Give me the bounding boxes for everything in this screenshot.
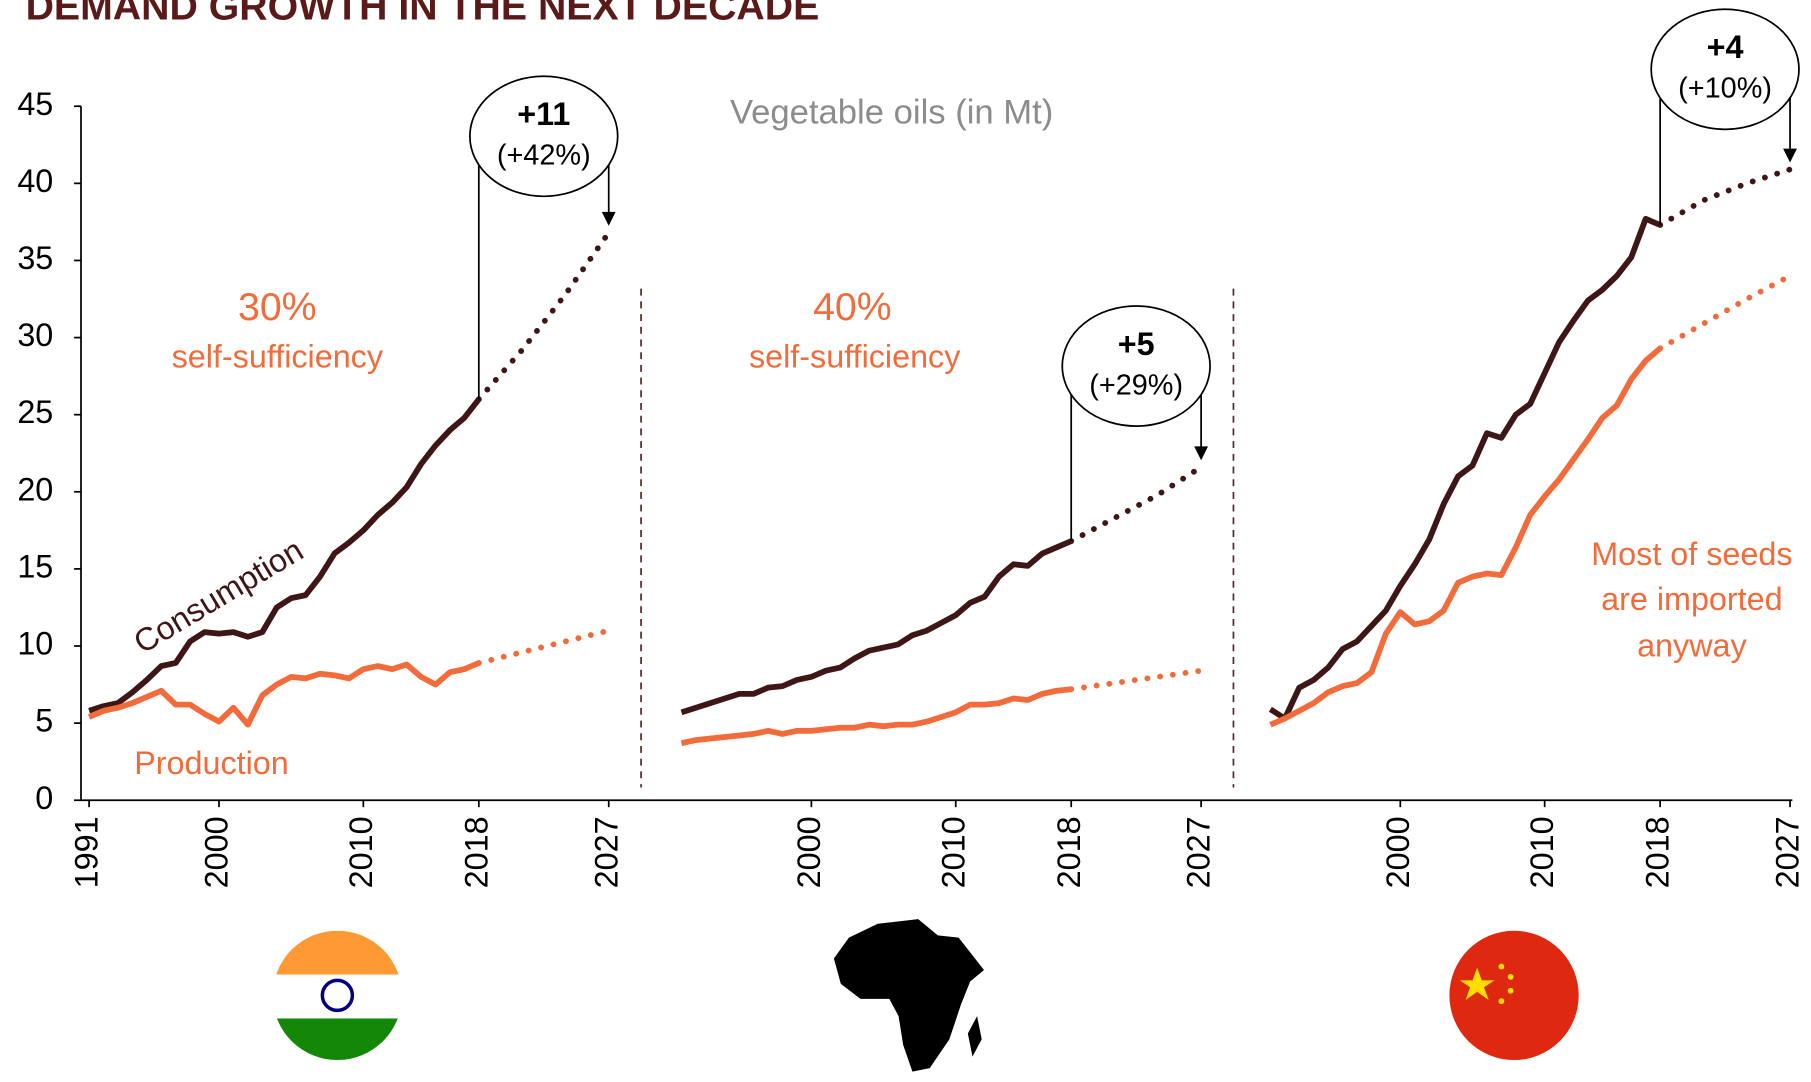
callout-bubble — [1650, 8, 1800, 131]
x-tick-label: 2010 — [343, 816, 379, 888]
series-line — [1268, 215, 1662, 722]
x-tick-label: 2010 — [935, 816, 971, 888]
china-flag — [1449, 930, 1579, 1061]
series-line — [1269, 346, 1663, 728]
series-line — [475, 229, 612, 403]
x-tick-label: 2018 — [1640, 816, 1676, 888]
series-line — [88, 397, 482, 714]
annotation: self-sufficiency — [749, 339, 961, 375]
series-label: Consumption — [127, 532, 309, 661]
callout-percent: (+42%) — [497, 140, 591, 172]
africa-map — [833, 919, 985, 1072]
arrow-head — [601, 211, 616, 226]
x-tick-label: 2000 — [1380, 816, 1416, 888]
y-tick-label: 20 — [17, 471, 53, 507]
callout-percent: (+29%) — [1089, 369, 1183, 401]
y-tick-label: 5 — [35, 703, 53, 739]
y-tick-label: 35 — [17, 240, 53, 276]
x-tick-label: 2027 — [588, 816, 624, 888]
series-line — [1657, 166, 1793, 228]
series-line — [1068, 667, 1205, 693]
annotation: self-sufficiency — [172, 339, 384, 375]
series-line — [680, 686, 1072, 747]
series-line — [680, 538, 1073, 716]
y-tick-label: 45 — [17, 86, 53, 122]
series-line — [1068, 464, 1205, 545]
x-tick-label: 2000 — [199, 816, 235, 888]
x-tick-label: 1991 — [69, 816, 105, 888]
y-tick-label: 15 — [17, 548, 53, 584]
arrow-head — [1783, 148, 1797, 163]
arrow-head — [1194, 446, 1209, 461]
series-label: Production — [134, 745, 289, 781]
callout-bubble — [469, 75, 619, 198]
x-tick-label: 2027 — [1181, 816, 1217, 888]
callout-percent: (+10%) — [1678, 73, 1772, 105]
annotation: Most of seeds — [1591, 536, 1792, 572]
annotation: 40% — [813, 285, 892, 329]
x-tick-label: 2027 — [1770, 816, 1806, 888]
y-tick-label: 25 — [17, 394, 53, 430]
subtitle: Vegetable oils (in Mt) — [730, 93, 1053, 131]
india-flag — [272, 930, 403, 1061]
callout-change: +11 — [517, 96, 570, 132]
x-tick-label: 2010 — [1524, 816, 1560, 888]
annotation: anyway — [1637, 627, 1747, 663]
annotation: 30% — [238, 285, 317, 329]
callout-change: +5 — [1118, 326, 1155, 362]
y-tick-label: 30 — [17, 317, 53, 353]
series-line — [475, 627, 612, 666]
y-tick-label: 0 — [35, 780, 53, 816]
chart-title: DEMAND GROWTH IN THE NEXT DECADE — [26, 0, 820, 29]
x-tick-label: 2000 — [791, 816, 827, 888]
callout-bubble — [1061, 305, 1211, 427]
x-tick-label: 2018 — [1051, 816, 1087, 888]
x-tick-label: 2018 — [458, 816, 494, 888]
y-tick-label: 40 — [17, 163, 53, 199]
y-tick-label: 10 — [17, 626, 53, 662]
series-line — [1657, 272, 1793, 352]
annotation: are imported — [1601, 581, 1782, 617]
series-line — [87, 660, 480, 728]
callout-change: +4 — [1707, 29, 1744, 65]
